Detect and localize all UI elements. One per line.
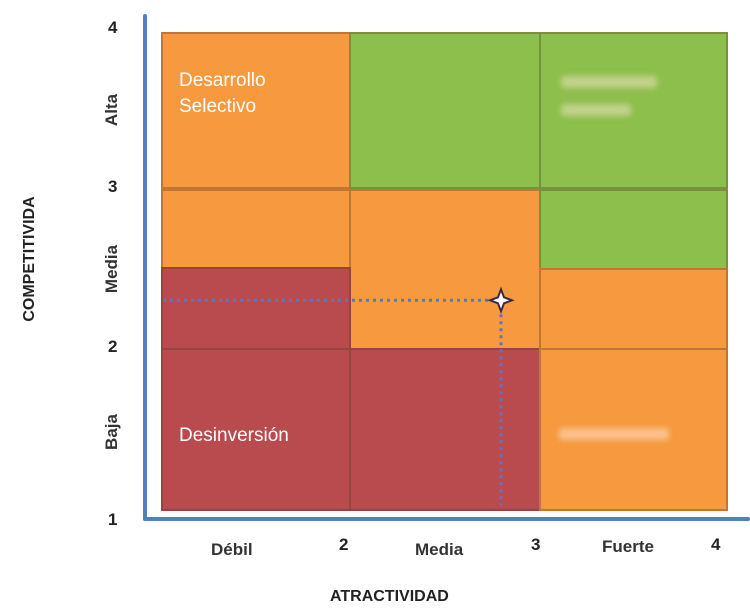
- blurred-label: [561, 76, 657, 88]
- cell-alta-media: [349, 32, 541, 189]
- cell-baja-debil: Desinversión: [161, 348, 351, 511]
- cell-media-fuerte-lower: [539, 268, 728, 350]
- cell-media-media: [349, 189, 541, 350]
- x-category-debil: Débil: [211, 540, 253, 559]
- cell-baja-fuerte: [539, 348, 728, 511]
- x-tick-3: 3: [531, 535, 541, 554]
- cell-baja-media: [349, 348, 541, 511]
- blurred-label: [561, 104, 631, 116]
- cell-media-fuerte-upper: [539, 189, 728, 270]
- y-category-baja: Baja: [101, 414, 121, 450]
- blurred-label: [559, 428, 669, 440]
- cell-media-debil-lower: [161, 267, 351, 350]
- y-category-alta: Alta: [102, 93, 122, 127]
- x-axis-line: [143, 517, 750, 521]
- x-tick-4: 4: [711, 535, 721, 554]
- cell-alta-fuerte: [539, 32, 728, 189]
- y-category-media: Media: [102, 244, 122, 294]
- y-tick-3: 3: [108, 177, 118, 196]
- y-tick-2: 2: [108, 337, 118, 356]
- y-axis-line: [143, 14, 147, 521]
- cell-media-debil-upper: [161, 189, 351, 269]
- desinversion-label: Desinversión: [179, 425, 289, 446]
- y-tick-4: 4: [108, 18, 118, 37]
- x-category-media: Media: [415, 540, 464, 559]
- x-tick-2: 2: [339, 535, 349, 554]
- x-axis-title: ATRACTIVIDAD: [330, 588, 449, 605]
- y-axis-title: COMPETITIVIDA: [21, 196, 38, 322]
- y-tick-1: 1: [108, 510, 118, 529]
- cell-alta-debil: Desarrollo Selectivo: [161, 32, 351, 189]
- x-category-fuerte: Fuerte: [602, 537, 654, 556]
- desarrollo-selectivo-label: Desarrollo Selectivo: [179, 70, 266, 117]
